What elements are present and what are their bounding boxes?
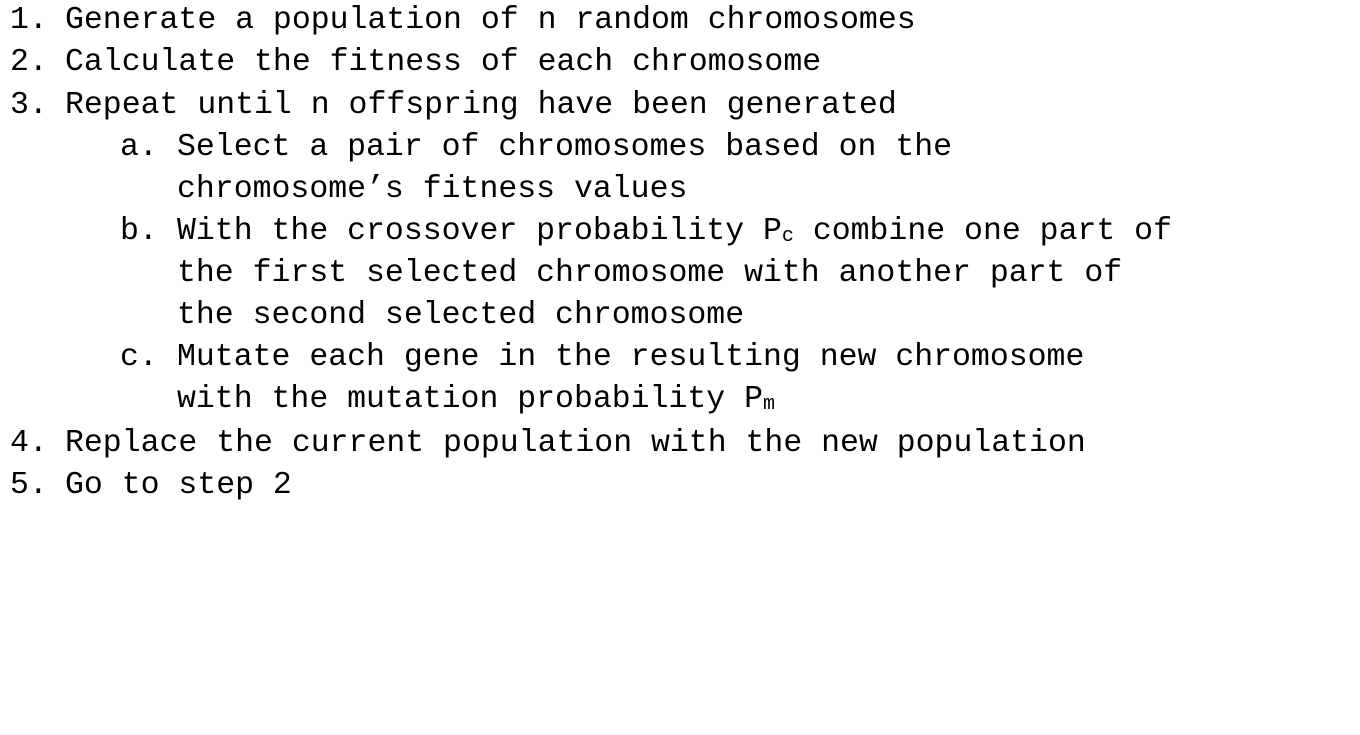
substep-number: c. <box>120 340 158 375</box>
substep-b-continuation: the second selected chromosome <box>177 295 744 337</box>
substep-number: b. <box>120 214 158 249</box>
crossover-probability-subscript: c <box>781 225 794 248</box>
step-text: Calculate the fitness of each chromosome <box>65 45 822 80</box>
algorithm-listing: 1. Generate a population of n random chro… <box>10 0 1172 507</box>
step-5: 5. Go to step 2 <box>10 465 292 507</box>
step-2: 2. Calculate the fitness of each chromoso… <box>10 42 821 84</box>
substep-text: Mutate each gene in the resulting new ch… <box>177 340 1085 375</box>
step-text: Generate a population of n random chromo… <box>65 3 916 38</box>
step-text: Replace the current population with the … <box>65 426 1086 461</box>
step-text: Repeat until n offspring have been gener… <box>65 88 897 123</box>
substep-b-continuation: the first selected chromosome with anoth… <box>177 253 1122 295</box>
substep-b: b. With the crossover probability Pc comb… <box>120 211 1172 253</box>
substep-text: the first selected chromosome with anoth… <box>177 256 1123 291</box>
substep-c-continuation: with the mutation probability Pm <box>177 379 775 421</box>
substep-text: Select a pair of chromosomes based on th… <box>177 130 953 165</box>
step-number: 2. <box>10 45 48 80</box>
substep-a: a. Select a pair of chromosomes based on … <box>120 127 952 169</box>
substep-number: a. <box>120 130 158 165</box>
step-text: Go to step 2 <box>65 468 292 503</box>
mutation-probability-subscript: m <box>763 393 776 416</box>
substep-text: with the mutation probability P <box>177 382 763 417</box>
substep-text: combine one part of <box>793 214 1172 249</box>
step-number: 5. <box>10 468 48 503</box>
step-number: 4. <box>10 426 48 461</box>
substep-text: With the crossover probability P <box>177 214 782 249</box>
step-4: 4. Replace the current population with th… <box>10 423 1086 465</box>
substep-text: chromosome’s fitness values <box>177 172 688 207</box>
step-3: 3. Repeat until n offspring have been gen… <box>10 85 897 127</box>
step-number: 1. <box>10 3 48 38</box>
substep-text: the second selected chromosome <box>177 298 745 333</box>
substep-a-continuation: chromosome’s fitness values <box>177 169 687 211</box>
step-number: 3. <box>10 88 48 123</box>
step-1: 1. Generate a population of n random chro… <box>10 0 916 42</box>
substep-c: c. Mutate each gene in the resulting new … <box>120 337 1084 379</box>
